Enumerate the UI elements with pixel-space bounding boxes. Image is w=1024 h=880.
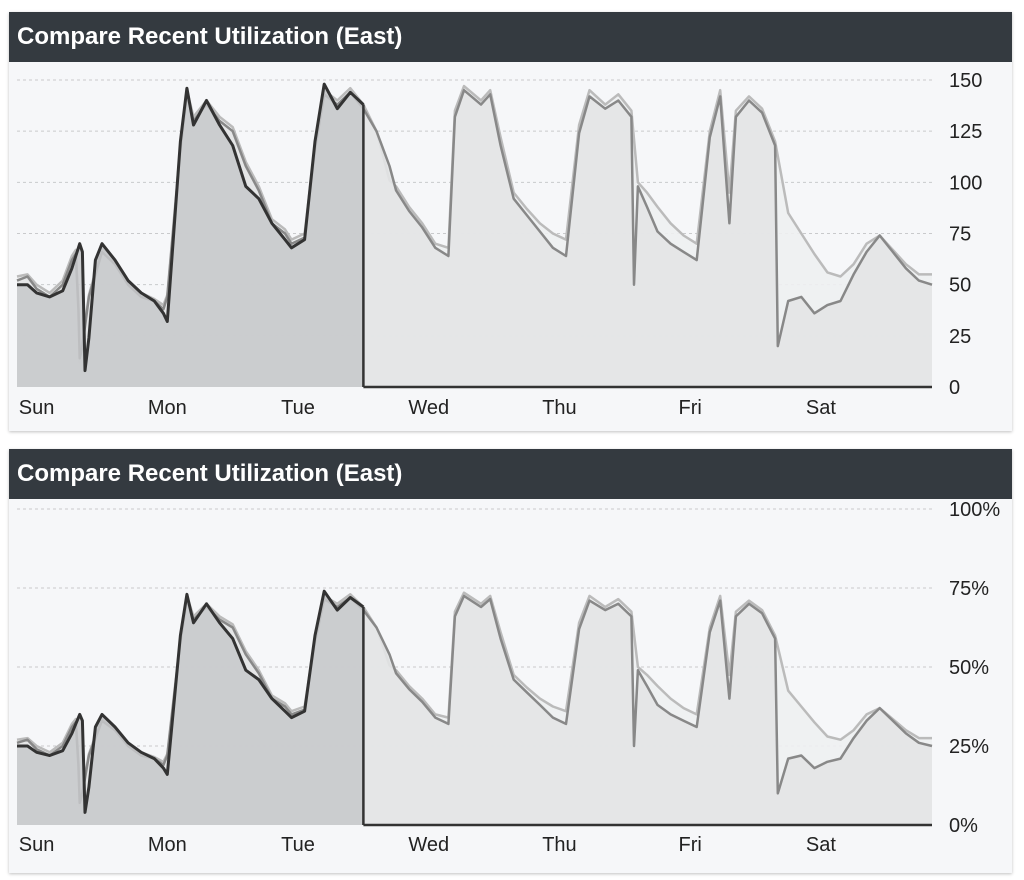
series-area (17, 84, 364, 387)
chart-panel-top: Compare Recent Utilization (East) Sun Mon… (9, 12, 1012, 431)
x-tick-label: Thu (542, 397, 576, 419)
y-tick-label: 0% (949, 815, 978, 837)
y-tick-label: 25 (949, 326, 971, 348)
x-tick-label: Thu (542, 834, 576, 856)
y-axis-ticks: 0% 25% 50% 75% 100% (949, 499, 1000, 837)
y-tick-label: 0 (949, 377, 960, 399)
y-tick-label: 100% (949, 499, 1000, 521)
x-axis-ticks: Sun Mon Tue Wed Thu Fri Sat (19, 397, 837, 419)
x-tick-label: Wed (408, 397, 449, 419)
y-tick-label: 75% (949, 578, 989, 600)
y-tick-label: 50 (949, 275, 971, 297)
panel-title: Compare Recent Utilization (East) (9, 12, 1012, 62)
x-tick-label: Sat (806, 834, 836, 856)
y-tick-label: 125 (949, 121, 982, 143)
series-3 (17, 589, 365, 825)
utilization-chart-absolute: Sun Mon Tue Wed Thu Fri Sat 0 25 50 75 100 125 150 (16, 70, 982, 419)
y-tick-label: 100 (949, 172, 982, 194)
x-tick-label: Fri (679, 834, 702, 856)
series-area (17, 591, 364, 825)
x-axis-ticks: Sun Mon Tue Wed Thu Fri Sat (19, 834, 837, 856)
series-3 (17, 82, 365, 387)
y-tick-label: 150 (949, 70, 982, 92)
y-tick-label: 25% (949, 736, 989, 758)
panel-title: Compare Recent Utilization (East) (9, 449, 1012, 499)
x-tick-label: Mon (148, 834, 187, 856)
x-tick-label: Wed (408, 834, 449, 856)
utilization-chart-percent: Sun Mon Tue Wed Thu Fri Sat 0% 25% 50% 75% 100% (16, 499, 1000, 856)
y-tick-label: 50% (949, 657, 989, 679)
x-tick-label: Sun (19, 397, 55, 419)
x-tick-label: Sun (19, 834, 55, 856)
y-axis-ticks: 0 25 50 75 100 125 150 (949, 70, 982, 399)
chart-panel-bottom: Compare Recent Utilization (East) Sun Mon… (9, 449, 1012, 873)
x-tick-label: Tue (281, 834, 315, 856)
series-line (17, 589, 365, 814)
series-line (17, 82, 365, 373)
x-tick-label: Mon (148, 397, 187, 419)
x-tick-label: Sat (806, 397, 836, 419)
x-tick-label: Fri (679, 397, 702, 419)
y-tick-label: 75 (949, 224, 971, 246)
x-tick-label: Tue (281, 397, 315, 419)
